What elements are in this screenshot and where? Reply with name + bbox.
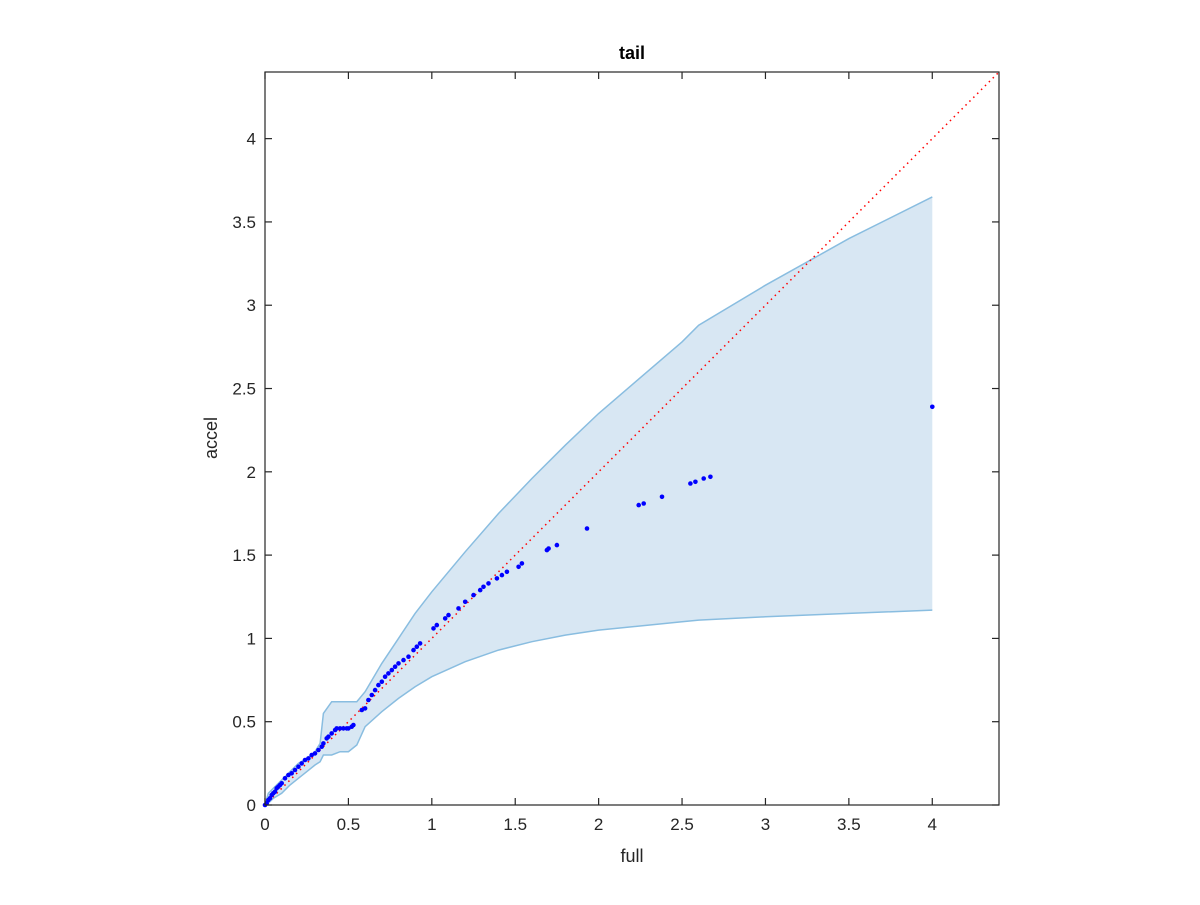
data-point [329,731,335,736]
data-point [321,741,326,746]
data-point [462,599,468,605]
y-tick-label: 3.5 [232,213,256,232]
reference-line [264,71,1000,806]
data-point [372,687,378,693]
y-tick-label: 1.5 [232,546,256,565]
data-point [431,626,436,631]
data-point [499,572,505,578]
data-point [693,479,698,485]
data-point [481,584,486,590]
data-point [701,476,706,481]
data-point [401,657,406,663]
x-tick-label: 2 [594,815,603,834]
data-point [494,576,500,581]
x-tick-label: 3 [761,815,770,834]
y-tick-label: 4 [247,130,256,149]
y-tick-label: 2.5 [232,380,256,399]
x-tick-label: 1.5 [503,815,527,834]
data-point [516,564,521,570]
data-point [417,641,423,646]
data-point [486,581,491,586]
data-point [414,644,420,649]
data-point [376,682,381,688]
data-point [659,494,665,500]
data-point [334,726,340,731]
data-point [519,561,525,566]
data-point [299,761,305,766]
data-point [396,661,401,666]
data-point [341,726,346,731]
data-point [292,767,298,773]
plot-area [262,71,1000,808]
data-point [930,404,935,410]
data-point [546,546,551,551]
x-tick-label: 1 [427,815,436,834]
x-tick-label: 4 [928,815,937,834]
data-point [471,592,476,598]
y-tick-label: 3 [247,296,256,315]
data-point [306,756,311,761]
data-point [446,612,451,618]
data-point [362,706,368,711]
data-point [289,771,295,776]
data-point [296,764,301,769]
data-point [312,751,318,756]
data-point [337,726,343,731]
x-tick-label: 3.5 [837,815,861,834]
data-point [688,481,693,486]
data-point [636,502,641,508]
data-point [369,692,375,698]
data-point [442,616,448,621]
x-tick-label: 0.5 [337,815,361,834]
data-point [554,542,560,548]
band-lower-edge [264,609,933,806]
data-point [456,606,461,611]
x-tick-label: 0 [260,815,269,834]
band-upper-edge [264,196,933,806]
y-axis-label: accel [201,417,221,459]
data-point [504,569,510,575]
data-point [406,654,411,659]
data-point [392,664,398,669]
x-axis-label: full [620,846,643,866]
data-point [366,697,371,703]
axes: 0 0.5 1 1.5 2 2.5 3 3.5 4 0 0.5 1 1.5 2 2.5 3 3.5 4 [232,71,1000,834]
data-point [282,776,288,781]
data-point [641,501,646,506]
y-tick-label: 0.5 [232,713,256,732]
data-point [272,789,278,794]
data-point [708,474,713,480]
data-point [351,722,356,728]
y-tick-label: 0 [247,796,256,815]
data-point [386,671,391,676]
data-point [477,587,483,593]
data-point [411,647,416,653]
x-tick-label: 2.5 [670,815,694,834]
data-point [584,526,590,531]
data-point [379,679,385,684]
axes-box [264,71,1000,806]
data-point [389,667,395,673]
confidence-band [265,196,933,805]
data-point [434,622,440,628]
y-tick-label: 2 [247,463,256,482]
y-tick-label: 1 [247,629,256,648]
chart-title: tail [619,43,645,63]
data-point [326,734,331,739]
data-point [316,747,321,753]
data-point [382,674,388,679]
data-point [279,781,285,786]
